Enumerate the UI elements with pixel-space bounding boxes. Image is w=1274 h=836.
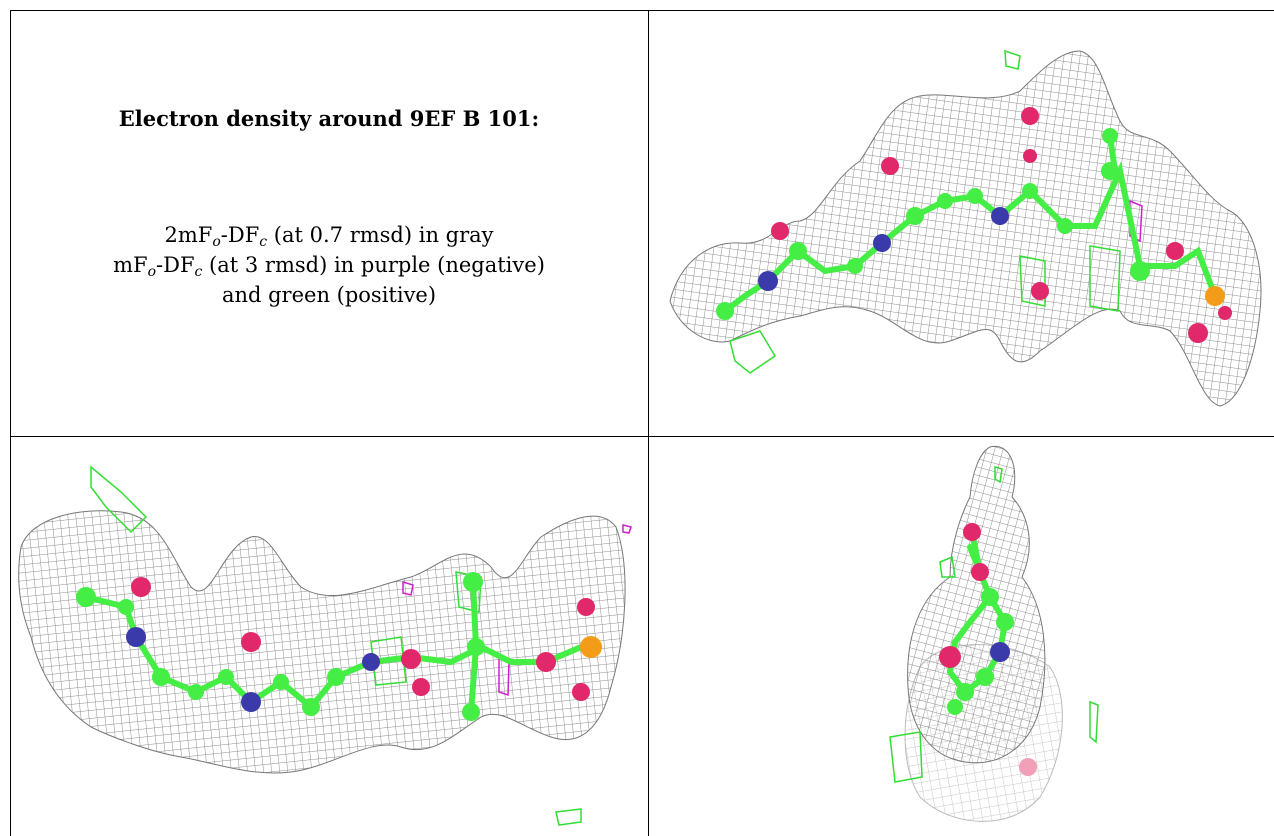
figure-table: Electron density around 9EF B 101: 2mFo-…	[10, 10, 1274, 836]
description-line-fofc: mFo-DFc (at 3 rmsd) in purple (negative)	[113, 253, 545, 280]
molecule-render-1	[669, 49, 1262, 407]
density-view-bottom-right	[650, 437, 1274, 836]
table-border-left	[10, 10, 11, 836]
description-line-2fofc: 2mFo-DFc (at 0.7 rmsd) in gray	[164, 223, 494, 250]
density-view-top-right	[650, 11, 1274, 435]
density-mesh	[669, 50, 1262, 407]
ligand-atoms	[76, 572, 602, 721]
ligand-atoms	[716, 107, 1232, 343]
density-mesh	[907, 445, 1046, 764]
molecule-render-3	[889, 445, 1099, 822]
table-border-top	[10, 10, 1274, 11]
molecule-render-2	[18, 465, 632, 826]
description-line-colors: and green (positive)	[221, 283, 437, 307]
positive-difference-density	[729, 49, 1121, 374]
map-description: 2mFo-DFc (at 0.7 rmsd) in gray mFo-DFc (…	[10, 220, 648, 310]
density-view-bottom-left	[11, 437, 648, 836]
table-border-middle	[10, 436, 1274, 437]
positive-difference-density	[889, 466, 1099, 783]
figure-title: Electron density around 9EF B 101:	[118, 106, 540, 131]
ligand-atoms	[939, 523, 1037, 776]
table-border-center	[648, 10, 649, 836]
caption-cell: Electron density around 9EF B 101: 2mFo-…	[10, 10, 648, 436]
density-mesh	[18, 510, 626, 774]
